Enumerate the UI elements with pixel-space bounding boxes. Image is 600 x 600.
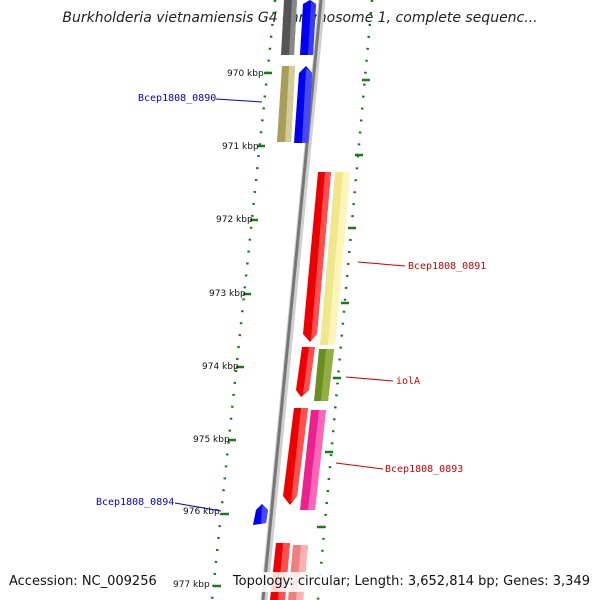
tick-label-976: 976 kbp	[183, 507, 220, 517]
tick-label-974: 974 kbp	[202, 362, 239, 372]
gene-label-0890[interactable]: Bcep1808_0890	[138, 93, 216, 104]
tick-label-977: 977 kbp	[173, 580, 210, 590]
topology-summary-text: Topology: circular; Length: 3,652,814 bp…	[232, 574, 590, 589]
gene-feature-olive[interactable]	[277, 66, 295, 142]
gene-feature-pink-0893[interactable]	[300, 410, 326, 510]
gene-feature-top-grey[interactable]	[281, 0, 297, 55]
gene-feature-red-0891[interactable]	[303, 172, 331, 342]
gene-feature-blue-0894[interactable]	[253, 504, 268, 525]
gene-feature-red-iolA[interactable]	[296, 347, 315, 397]
backbone	[260, 0, 326, 600]
inner-ticks	[213, 71, 272, 588]
leader-line-0890	[215, 98, 263, 103]
gene-label-0893[interactable]: Bcep1808_0893	[385, 464, 463, 475]
tick-label-975: 975 kbp	[193, 435, 230, 445]
leader-line-0891	[357, 261, 406, 267]
tick-label-971: 971 kbp	[222, 142, 259, 152]
tick-label-973: 973 kbp	[209, 289, 246, 299]
leader-line-iolA	[345, 376, 394, 382]
gene-label-iolA[interactable]: iolA	[396, 376, 420, 387]
gene-feature-red-0893[interactable]	[283, 408, 308, 505]
outer-dotted-line	[316, 0, 374, 600]
leader-line-0893	[335, 462, 384, 470]
tick-label-972: 972 kbp	[216, 215, 253, 225]
gene-feature-yellow-0891[interactable]	[320, 172, 350, 345]
leader-line-0894	[174, 502, 222, 512]
inner-dotted-line	[210, 0, 277, 600]
gene-label-0891[interactable]: Bcep1808_0891	[408, 261, 486, 272]
gene-label-0894[interactable]: Bcep1808_0894	[96, 497, 174, 508]
outer-ticks	[317, 78, 370, 529]
map-title: Burkholderia vietnamiensis G4 chromosome…	[62, 10, 538, 26]
gene-feature-top-blue[interactable]	[300, 0, 316, 55]
tick-label-970: 970 kbp	[227, 69, 264, 79]
gene-feature-blue-0890[interactable]	[294, 66, 312, 143]
footer-right-backdrop	[258, 572, 593, 592]
gene-feature-green-iolA[interactable]	[314, 349, 334, 401]
accession-text: Accession: NC_009256	[9, 574, 157, 589]
